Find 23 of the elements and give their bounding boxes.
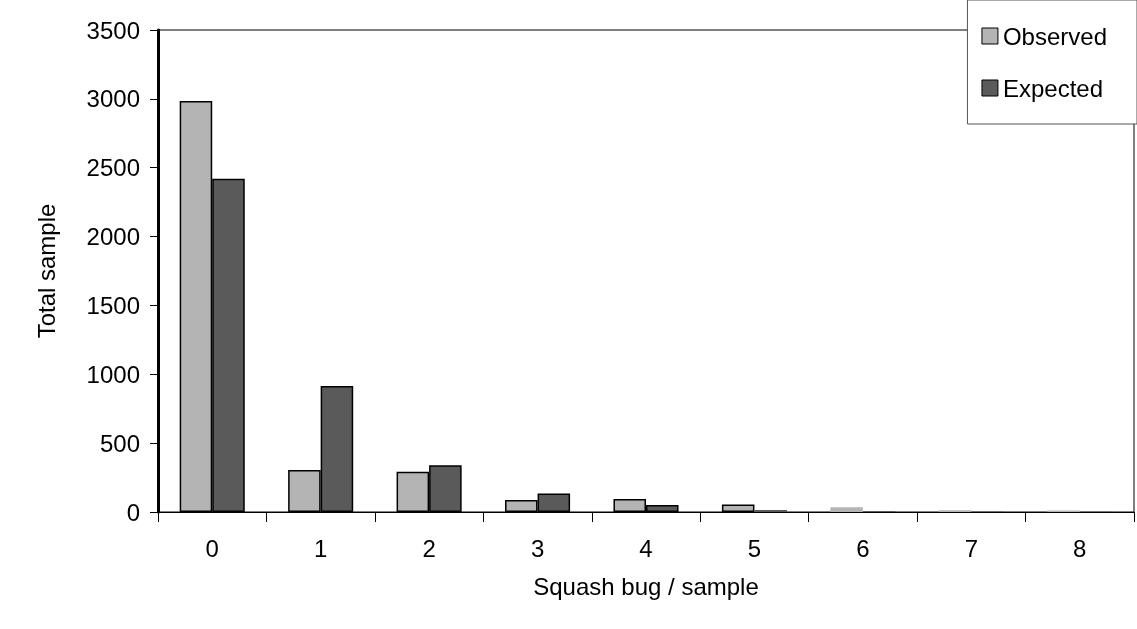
y-tick-label: 3500 — [86, 16, 140, 44]
x-axis-title: Squash bug / sample — [533, 572, 759, 600]
x-tick-label: 6 — [856, 534, 870, 562]
y-tick-label: 500 — [99, 429, 140, 457]
x-tick-label: 4 — [639, 534, 653, 562]
x-tick-label: 3 — [530, 534, 545, 562]
x-tick-label: 2 — [422, 534, 436, 562]
y-axis-title: Total sample — [32, 203, 60, 339]
y-tick-label: 1000 — [86, 360, 140, 388]
legend-label: Observed — [1002, 22, 1108, 50]
bar — [830, 507, 863, 512]
bar — [754, 509, 787, 512]
x-tick-label: 5 — [747, 534, 762, 562]
y-tick-label: 0 — [126, 498, 140, 526]
y-tick-label: 3000 — [86, 85, 140, 113]
y-tick-label: 2000 — [86, 223, 140, 251]
legend-label: Expected — [1002, 74, 1104, 102]
y-tick-label: 2500 — [86, 154, 140, 182]
y-tick-label: 1500 — [86, 291, 140, 319]
x-tick-label: 1 — [313, 534, 328, 562]
x-tick-label: 7 — [964, 534, 979, 562]
x-tick-label: 0 — [205, 534, 219, 562]
x-tick-label: 8 — [1073, 534, 1087, 562]
